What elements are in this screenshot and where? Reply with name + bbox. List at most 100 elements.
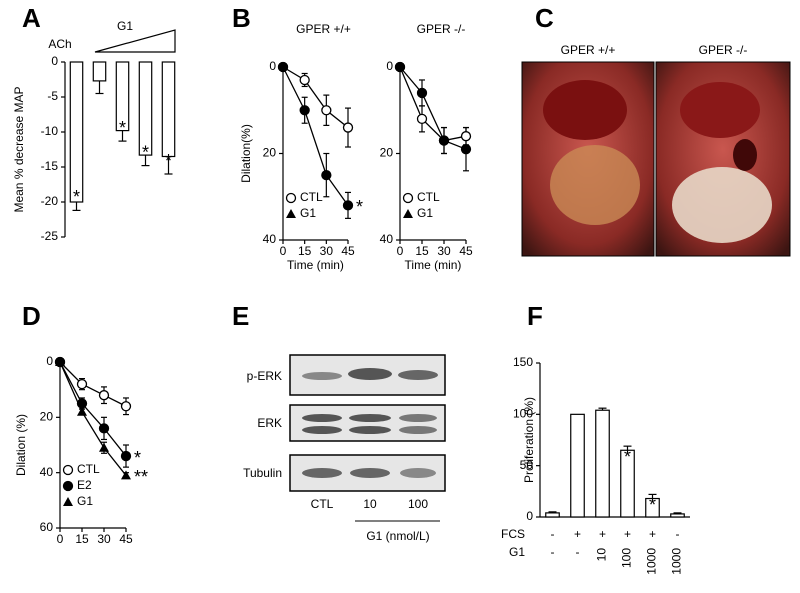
panel-letter: C [535,3,554,33]
marker [460,131,472,142]
y-tick-label: 0 [386,59,393,73]
y-tick-label: -25 [41,229,59,243]
y-tick-label: -15 [41,159,59,173]
marker [342,122,354,133]
marker [77,406,87,416]
x-row-value: 100 [620,548,634,568]
group-label: G1 (nmol/L) [366,529,429,543]
blot-panel: E p-ERK ERK Tubulin CTL 10 100 G1 (nmol/… [232,301,446,543]
legend-label: CTL [77,462,100,476]
legend-label: G1 [300,206,316,220]
x-tick-label: 15 [75,532,89,546]
series-line [399,66,467,142]
x-row-value: - [576,545,580,559]
y-tick-label: 100 [513,407,533,421]
series-line [282,66,349,206]
y-tick-label: 20 [380,146,394,160]
organ [733,139,757,171]
panel-letter: D [22,301,41,331]
x-tick-label: 0 [280,244,287,258]
panel-letter: F [527,301,543,331]
organ [543,80,627,140]
marker [321,105,332,116]
significance: * [119,118,126,138]
marker [120,450,132,462]
x-row-value: 10 [595,548,609,562]
y-tick-label: 40 [263,232,277,246]
panel-letter: A [22,3,41,33]
significance: * [649,495,656,515]
series-line [399,66,467,150]
lane-label: CTL [311,497,334,511]
legend-label: CTL [300,190,323,204]
significance: * [356,197,363,217]
y-tick-label: 0 [51,54,58,68]
significance: * [134,448,141,468]
significance: ** [134,467,148,487]
marker [416,113,428,125]
x-tick-label: 45 [459,244,473,258]
marker [121,470,131,480]
marker [98,390,110,401]
series-line [282,66,349,129]
organ [680,82,760,138]
x-row-value: + [624,527,631,541]
lane-label: 100 [408,497,428,511]
y-tick-label: 20 [40,410,54,424]
x-row-value: - [551,527,555,541]
bar [620,449,635,518]
x-tick-label: 45 [119,532,133,546]
x-tick-label: 30 [97,532,111,546]
x-row-label: G1 [509,545,525,559]
y-tick-label: 0 [46,354,53,368]
bar [92,61,107,82]
x-tick-label: 15 [298,244,312,258]
y-axis-label: Mean % decrease MAP [12,86,26,212]
y-tick-label: 60 [40,520,54,534]
y-tick-label: 50 [520,458,534,472]
x-tick-label: 30 [437,244,451,258]
blot-frame [289,404,446,442]
x-row-value: - [676,527,680,541]
panel-letter: B [232,3,251,33]
significance: * [624,447,631,467]
annotation: ACh [48,37,71,51]
x-axis-label: Time (min) [287,258,344,272]
bar [595,409,610,518]
marker [321,169,332,181]
y-tick-label: -5 [47,89,58,103]
legend-marker [285,192,297,204]
organ [550,145,640,225]
marker [438,135,450,146]
x-row-value: - [551,545,555,559]
marker [342,200,354,211]
x-row-value: + [574,527,581,541]
legend-marker [403,209,413,218]
significance: * [73,187,80,207]
x-row-value: 1000 [645,548,659,575]
legend-label: E2 [77,478,92,492]
bands [302,368,438,478]
marker [120,401,132,412]
marker [76,378,88,390]
significance: * [165,151,172,171]
bar [115,61,130,132]
legend-marker [63,497,73,506]
series-line [59,361,127,407]
y-axis-label: Proliferation (%) [522,397,536,483]
x-tick-label: 15 [415,244,429,258]
marker [299,74,310,86]
legend-marker [62,464,74,476]
marker [98,423,110,434]
photo-title: GPER +/+ [561,43,616,57]
y-tick-label: -10 [41,124,59,138]
bar [138,61,153,156]
x-row-value: + [599,527,606,541]
series-line [59,361,127,457]
chart-title: GPER +/+ [296,22,351,36]
y-axis-label: Dilation(%) [239,124,253,183]
legend-label: G1 [77,494,93,508]
y-tick-label: -20 [41,194,59,208]
bar [545,512,560,518]
y-axis-label: Dilation (%) [14,414,28,476]
